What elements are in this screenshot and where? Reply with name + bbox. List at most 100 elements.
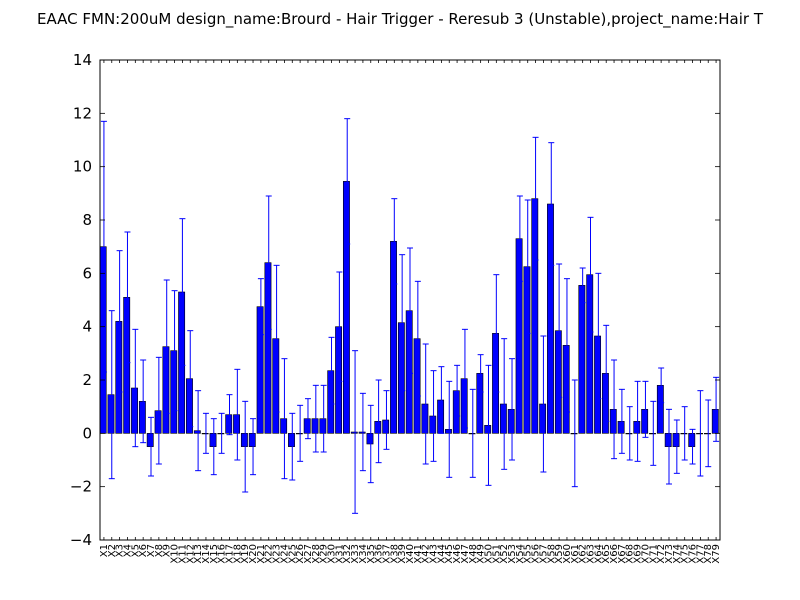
x-tick-label: X62: [578, 544, 589, 564]
x-tick-label: X45: [444, 544, 455, 564]
x-tick-label: X38: [389, 544, 400, 564]
bar: [578, 285, 586, 434]
x-tick-label: X6: [138, 544, 149, 557]
x-tick-label: X57: [538, 544, 549, 564]
y-tick-label: 0: [82, 424, 92, 442]
bar: [335, 326, 343, 434]
x-tick-label: X15: [209, 544, 220, 564]
x-tick-label: X74: [672, 544, 683, 564]
bar: [256, 306, 264, 434]
x-tick-label: X17: [224, 544, 235, 564]
bar: [484, 425, 492, 434]
x-tick-label: X79: [711, 544, 722, 564]
x-tick-label: X68: [625, 544, 636, 564]
x-tick-label: X54: [515, 544, 526, 564]
x-tick-label: X7: [146, 544, 157, 557]
x-tick-label: X28: [311, 544, 322, 564]
x-tick-label: X10: [170, 544, 181, 564]
x-tick-label: X27: [303, 544, 314, 564]
bar: [327, 370, 335, 434]
bar: [209, 433, 217, 447]
bar: [515, 238, 523, 434]
bar: [539, 403, 547, 434]
bar: [531, 198, 539, 434]
y-tick-label: 8: [82, 211, 92, 229]
bar: [319, 418, 327, 434]
x-tick-label: X76: [688, 544, 699, 564]
y-tick-label: 6: [82, 264, 92, 282]
bar: [562, 345, 570, 434]
bar: [460, 378, 468, 434]
bar: [664, 433, 672, 447]
x-tick-label: X42: [421, 544, 432, 564]
x-tick-label: X61: [570, 544, 581, 564]
bar: [429, 415, 437, 434]
x-tick-label: X2: [107, 544, 118, 557]
bar: [405, 310, 413, 434]
x-tick-label: X77: [695, 544, 706, 564]
bar: [523, 266, 531, 434]
bar: [115, 321, 123, 434]
bar: [672, 433, 680, 447]
bar: [704, 433, 711, 435]
x-tick-label: X9: [162, 544, 173, 557]
x-tick-label: X71: [648, 544, 659, 564]
x-tick-label: X41: [413, 544, 424, 564]
x-tick-label: X52: [499, 544, 510, 564]
x-tick-label: X8: [154, 544, 165, 557]
bar: [507, 409, 515, 434]
x-tick-label: X24: [279, 544, 290, 564]
bar: [452, 390, 460, 434]
x-tick-label: X78: [703, 544, 714, 564]
bar: [366, 433, 374, 445]
bar: [586, 274, 594, 434]
x-tick-label: X16: [217, 544, 228, 564]
bar: [295, 433, 303, 435]
x-tick-label: X44: [436, 544, 447, 564]
bar: [688, 433, 696, 447]
bar: [641, 409, 649, 434]
bar: [146, 433, 154, 447]
bar: [374, 421, 382, 434]
x-tick-label: X46: [452, 544, 463, 564]
x-tick-label: X34: [358, 544, 369, 564]
y-tick-label: 2: [82, 371, 92, 389]
x-tick-label: X55: [523, 544, 534, 564]
bar: [342, 181, 350, 434]
x-tick-label: X25: [287, 544, 298, 564]
bar: [547, 203, 554, 434]
bar: [123, 297, 131, 434]
x-tick-label: X36: [374, 544, 385, 564]
bar: [248, 433, 256, 447]
y-tick-label: −4: [70, 531, 92, 549]
bar: [711, 409, 719, 434]
x-tick-label: X65: [601, 544, 612, 564]
x-tick-label: X66: [609, 544, 620, 564]
bar: [609, 409, 617, 434]
bar: [154, 410, 162, 434]
x-tick-label: X49: [476, 544, 487, 564]
x-tick-label: X14: [201, 544, 212, 564]
x-tick-label: X60: [562, 544, 573, 564]
x-tick-label: X21: [256, 544, 267, 564]
y-tick-label: −2: [70, 478, 92, 496]
x-tick-label: X72: [656, 544, 667, 564]
x-tick-label: X39: [397, 544, 408, 564]
x-tick-label: X50: [483, 544, 494, 564]
x-tick-label: X48: [468, 544, 479, 564]
x-tick-label: X19: [240, 544, 251, 564]
x-tick-label: X37: [381, 544, 392, 564]
bar: [554, 330, 562, 434]
x-tick-label: X5: [130, 544, 141, 557]
x-tick-label: X13: [193, 544, 204, 564]
chart-title: EAAC FMN:200uM design_name:Brourd - Hair…: [37, 10, 764, 29]
bar: [178, 291, 186, 434]
bar: [107, 394, 115, 434]
x-tick-label: X53: [507, 544, 518, 564]
bar: [445, 429, 452, 434]
x-tick-label: X75: [680, 544, 691, 564]
bar: [680, 433, 688, 435]
y-tick-label: 4: [82, 318, 92, 336]
bar: [413, 338, 421, 434]
